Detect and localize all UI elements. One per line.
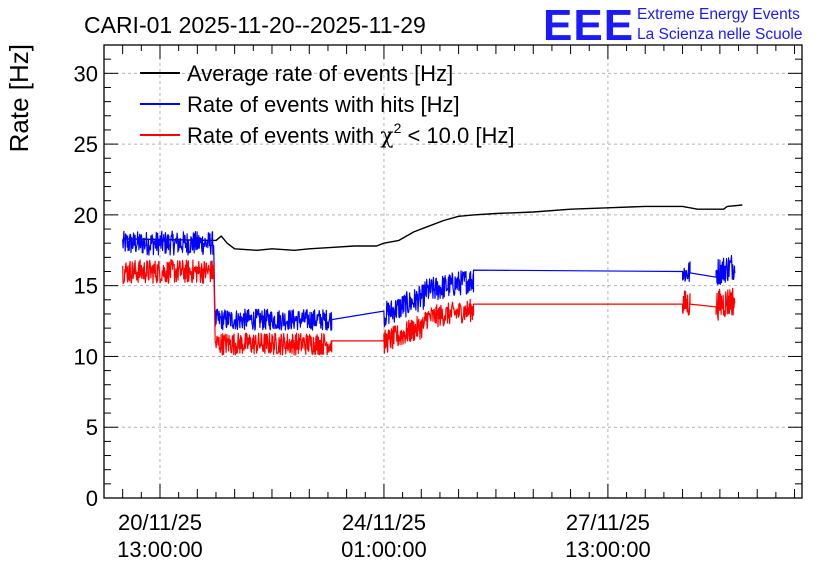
legend-label-hits: Rate of events with hits [Hz] <box>187 92 460 117</box>
eee-logo-line1: Extreme Energy Events <box>637 6 800 23</box>
y-tick-label: 30 <box>74 61 98 86</box>
y-tick-label: 25 <box>74 132 98 157</box>
x-tick-label-date: 24/11/25 <box>342 510 426 535</box>
series-layer <box>122 204 743 356</box>
y-axis-label: Rate [Hz] <box>4 44 34 152</box>
y-tick-label: 5 <box>86 415 98 440</box>
legend-label-average: Average rate of events [Hz] <box>187 61 453 86</box>
x-tick-label-date: 27/11/25 <box>566 510 650 535</box>
legend: Average rate of events [Hz] Rate of event… <box>140 61 514 149</box>
y-tick-label: 10 <box>74 344 98 369</box>
y-tick-label: 15 <box>74 274 98 299</box>
eee-logo-mark: EEE <box>543 1 634 50</box>
eee-logo: EEE Extreme Energy Events La Scienza nel… <box>543 1 802 50</box>
y-tick-label: 0 <box>86 486 98 511</box>
series-line-hits <box>122 230 736 331</box>
chart-title: CARI-01 2025-11-20--2025-11-29 <box>84 12 426 38</box>
x-tick-label-time: 13:00:00 <box>117 537 203 562</box>
series-line-chi2 <box>122 259 736 356</box>
x-tick-label-date: 20/11/25 <box>118 510 202 535</box>
x-tick-label-time: 13:00:00 <box>565 537 651 562</box>
axes: 05101520253020/11/2513:00:0024/11/2501:0… <box>74 44 802 562</box>
series-line-average <box>122 204 743 251</box>
eee-logo-line2: La Scienza nelle Scuole <box>637 26 802 43</box>
x-tick-label-time: 01:00:00 <box>341 537 427 562</box>
legend-label-chi2: Rate of events with χ2 < 10.0 [Hz] <box>187 120 514 149</box>
y-tick-label: 20 <box>74 203 98 228</box>
